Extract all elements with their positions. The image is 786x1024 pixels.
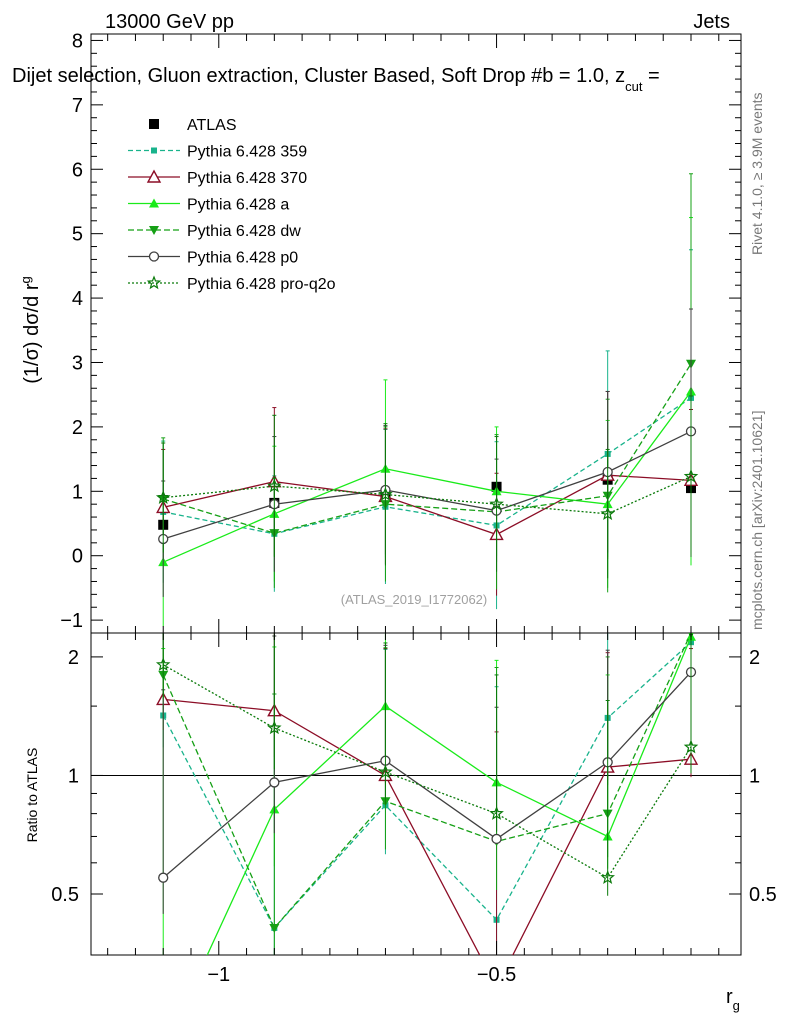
main-y-tick-label: 5 (72, 224, 83, 246)
pdw-point (269, 923, 280, 933)
legend-marker (149, 226, 159, 235)
ratio-y-tick-label-right: 0.5 (749, 884, 777, 906)
ratio-series-p370 (156, 633, 699, 955)
ratio-y-axis-label: Ratio to ATLAS (24, 748, 40, 843)
pq2o-point (155, 490, 171, 504)
ratio-panel-frame (90, 632, 742, 956)
x-tick-label: −1 (207, 964, 230, 986)
pq2o-point (378, 486, 393, 501)
main-y-axis-label-main: (1/σ) dσ/d r (21, 283, 43, 384)
pq2o-line (163, 475, 692, 515)
legend-entry-pp0: Pythia 6.428 p0 (128, 250, 298, 267)
pq2o-point (600, 506, 615, 521)
pq2o-point (489, 496, 504, 511)
plot-subtitle-sub: cut (625, 79, 643, 94)
legend-marker (149, 119, 159, 129)
axes: −1 0 1 2 3 4 5 6 7 8 0.5 0.5 1 1 2 2 −1 −0.5 (51, 30, 777, 986)
plot-subtitle: Dijet selection, Gluon extraction, Clust… (12, 65, 660, 94)
ratio-y-tick-label-right: 2 (749, 647, 760, 669)
main-y-tick-label: −1 (60, 610, 83, 632)
main-y-tick-label: 8 (72, 30, 83, 52)
analysis-watermark: (ATLAS_2019_I1772062) (341, 592, 487, 607)
pdw-line (163, 363, 692, 534)
pq2o-point (155, 657, 171, 671)
ratio-series-pp0 (158, 633, 697, 914)
plot-frames (90, 33, 742, 956)
main-y-tick-label: 6 (72, 159, 83, 181)
ratio-y-tick-label: 0.5 (51, 884, 79, 906)
pa-line (206, 636, 692, 955)
ratio-y-tick-label: 2 (68, 647, 79, 669)
legend-entry-p370: Pythia 6.428 370 (128, 169, 307, 187)
legend-label: Pythia 6.428 dw (187, 223, 301, 240)
pq2o-point (600, 870, 615, 884)
legend-marker (149, 198, 159, 208)
legend-label: Pythia 6.428 a (187, 197, 289, 214)
pp0-point (491, 833, 502, 845)
main-y-tick-label: 3 (72, 352, 83, 374)
legend-label: Pythia 6.428 p0 (187, 250, 298, 267)
legend-entry-atlas: ATLAS (149, 117, 237, 134)
pdw-line (162, 633, 692, 930)
main-y-tick-label: 4 (72, 288, 83, 310)
pp0-point (269, 777, 280, 788)
main-series-pq2o (155, 395, 699, 579)
pq2o-point (489, 805, 504, 820)
p359-line (162, 641, 692, 930)
legend-entry-p359: Pythia 6.428 359 (128, 144, 307, 161)
legend-label: Pythia 6.428 370 (187, 170, 307, 187)
main-y-axis-label-sub: g (18, 276, 33, 283)
x-tick-label: −0.5 (477, 964, 516, 986)
p370-line (163, 698, 692, 955)
pp0-line (162, 671, 692, 879)
pq2o-point (378, 764, 393, 779)
header-left-label: 13000 GeV pp (105, 11, 234, 33)
pq2o-point (267, 478, 282, 493)
main-y-tick-label: 2 (72, 417, 83, 439)
ratio-series-pq2o (155, 633, 699, 896)
main-y-axis-label: (1/σ) dσ/d rg (18, 276, 43, 384)
pq2o-point (267, 720, 282, 735)
legend-label: Pythia 6.428 pro-q2o (187, 276, 336, 293)
ratio-series-pdw (158, 633, 694, 955)
main-y-tick-label: 0 (72, 546, 83, 568)
legend-entry-pdw: Pythia 6.428 dw (128, 223, 301, 240)
rivet-label: Rivet 4.1.0, ≥ 3.9M events (749, 92, 765, 255)
ratio-series-pa (161, 633, 696, 955)
legend: ATLAS Pythia 6.428 359 Pythia 6.428 370 Pyt… (128, 117, 336, 293)
main-series-p359 (160, 249, 694, 610)
main-panel-series (155, 173, 699, 627)
x-axis-label-main: r (726, 986, 733, 1008)
ratio-y-tick-label: 1 (68, 765, 79, 787)
plot-subtitle-tail: = (642, 65, 659, 87)
pq2o-point (683, 739, 699, 754)
main-y-tick-label: 1 (72, 481, 83, 503)
legend-marker (151, 147, 157, 154)
plot-subtitle-main: Dijet selection, Gluon extraction, Clust… (12, 65, 625, 87)
legend-entry-pa: Pythia 6.428 a (128, 197, 289, 214)
legend-marker (146, 169, 162, 183)
pq2o-line (162, 664, 692, 879)
pq2o-point (683, 468, 699, 483)
pp0-line (163, 430, 692, 540)
ratio-y-tick-label-right: 1 (749, 765, 760, 787)
p370-line (163, 474, 692, 536)
header-right-label: Jets (693, 11, 730, 33)
main-y-tick-label: 7 (72, 95, 83, 117)
legend-entry-pq2o: Pythia 6.428 pro-q2o (128, 275, 336, 293)
legend-label: ATLAS (187, 117, 237, 134)
x-axis-label: rg (726, 986, 740, 1013)
ratio-panel-series (155, 633, 699, 955)
pa-line (162, 391, 692, 563)
legend-marker (148, 251, 160, 262)
mcplots-label: mcplots.cern.ch [arXiv:2401.10621] (749, 411, 765, 630)
main-series-pp0 (158, 308, 697, 597)
legend-marker (146, 275, 162, 290)
pp0-point (158, 872, 169, 883)
legend-label: Pythia 6.428 359 (187, 144, 307, 161)
x-axis-label-sub: g (733, 998, 740, 1013)
